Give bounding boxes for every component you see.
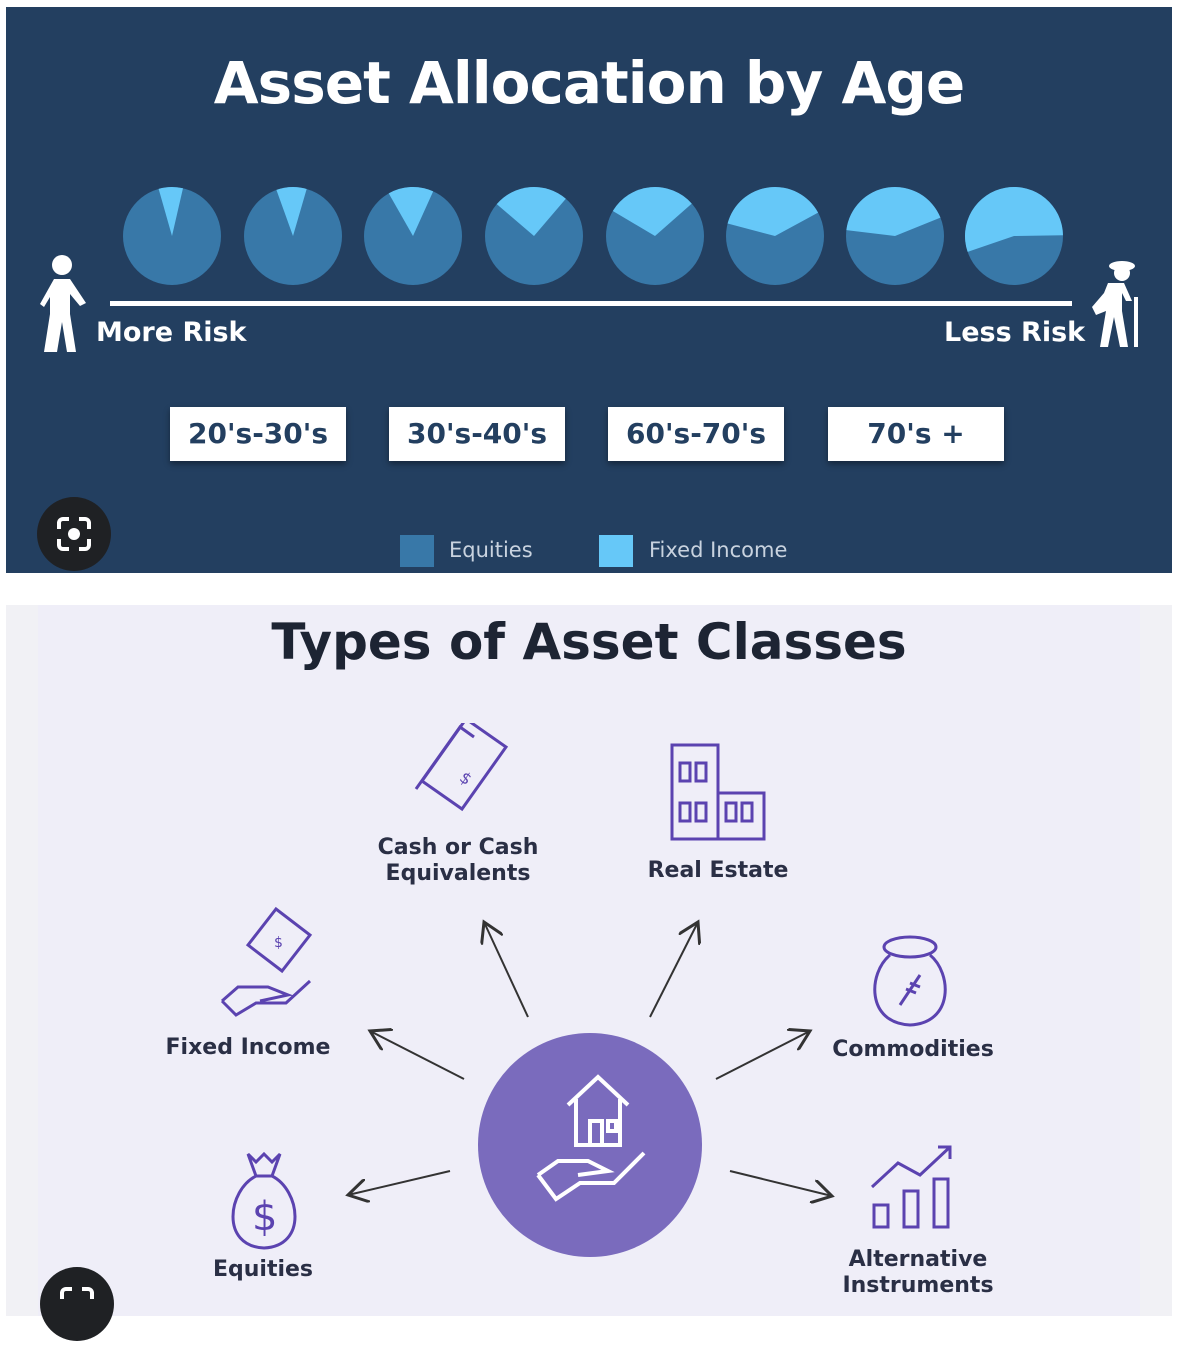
asset-allocation-infographic: Asset Allocation by Age More Risk Less R… bbox=[6, 7, 1172, 573]
lens-search-icon bbox=[60, 1287, 94, 1299]
risk-line bbox=[110, 301, 1072, 306]
svg-text:$: $ bbox=[252, 1194, 277, 1240]
grain-sack-icon bbox=[873, 935, 947, 1027]
svg-text:$: $ bbox=[456, 768, 475, 789]
pie-fixed-income-8 bbox=[965, 186, 1063, 252]
money-bag-icon: $ bbox=[231, 1151, 297, 1250]
lens-search-button[interactable] bbox=[37, 497, 111, 571]
building-icon bbox=[670, 743, 766, 841]
lens-search-icon bbox=[57, 517, 91, 551]
elderly-person-icon bbox=[1092, 261, 1138, 347]
svg-text:$: $ bbox=[274, 935, 283, 951]
legend-label-fixed-income: Fixed Income bbox=[649, 538, 788, 562]
lens-search-button-2[interactable] bbox=[40, 1267, 114, 1341]
less-risk-label: Less Risk bbox=[944, 317, 1086, 348]
pie-fixed-income-2 bbox=[276, 187, 307, 236]
asset-classes-infographic: Types of Asset Classes $ Cash or Cash Eq… bbox=[6, 605, 1172, 1341]
arrows bbox=[38, 605, 1140, 1257]
diagram-panel: Types of Asset Classes $ Cash or Cash Eq… bbox=[38, 605, 1140, 1316]
young-person-icon bbox=[40, 255, 86, 352]
class-label-alternative-instruments: Alternative Instruments bbox=[842, 1247, 994, 1298]
class-label-cash: Cash or Cash Equivalents bbox=[377, 835, 539, 886]
age-group-70s-plus: 70's + bbox=[828, 407, 1004, 461]
pie-fixed-income-6 bbox=[727, 187, 819, 236]
title: Asset Allocation by Age bbox=[213, 49, 965, 117]
pie-fixed-income-5 bbox=[612, 187, 692, 236]
pie-fixed-income-4 bbox=[496, 187, 566, 236]
age-group-20s-30s: 20's-30's bbox=[170, 407, 346, 461]
age-group-30s-40s: 30's-40's bbox=[389, 407, 565, 461]
pie-fixed-income-7 bbox=[846, 186, 941, 236]
growth-chart-icon bbox=[870, 1145, 952, 1229]
more-risk-label: More Risk bbox=[96, 317, 247, 348]
pie-fixed-income-1 bbox=[158, 187, 183, 236]
title: Types of Asset Classes bbox=[271, 613, 907, 671]
pie-fixed-income-3 bbox=[388, 186, 434, 236]
cash-icon: $ bbox=[414, 723, 509, 812]
class-label-equities: Equities bbox=[212, 1257, 314, 1282]
money-in-hand-icon: $ bbox=[220, 906, 313, 1017]
house-in-hand-icon bbox=[536, 1074, 646, 1202]
pie-row bbox=[123, 186, 1063, 285]
legend-swatch-fixed-income bbox=[599, 535, 633, 567]
legend-swatch-equities bbox=[400, 535, 434, 567]
class-label-fixed-income: Fixed Income bbox=[165, 1035, 331, 1060]
class-label-real-estate: Real Estate bbox=[647, 858, 789, 883]
legend-label-equities: Equities bbox=[449, 538, 533, 562]
age-group-60s-70s: 60's-70's bbox=[608, 407, 784, 461]
class-label-commodities: Commodities bbox=[832, 1037, 994, 1062]
